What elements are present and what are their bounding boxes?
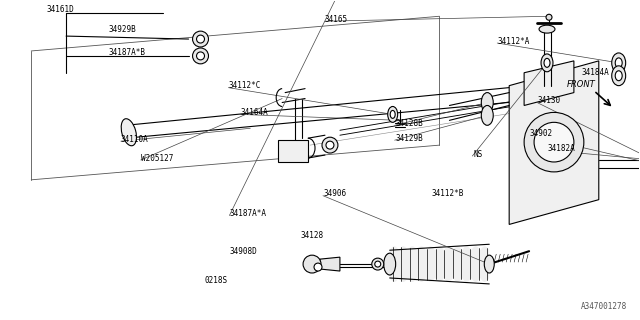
Ellipse shape bbox=[384, 253, 396, 275]
Circle shape bbox=[322, 137, 338, 153]
Polygon shape bbox=[524, 61, 574, 106]
Text: 34112*A: 34112*A bbox=[497, 36, 530, 45]
Polygon shape bbox=[320, 257, 340, 271]
Circle shape bbox=[193, 31, 209, 47]
Text: 34908D: 34908D bbox=[229, 247, 257, 256]
Text: 34128B: 34128B bbox=[396, 119, 424, 128]
Ellipse shape bbox=[612, 53, 626, 73]
Text: 34165: 34165 bbox=[325, 15, 348, 24]
Ellipse shape bbox=[388, 107, 397, 122]
Ellipse shape bbox=[390, 110, 395, 118]
Ellipse shape bbox=[121, 119, 136, 146]
Text: 34129B: 34129B bbox=[396, 134, 424, 143]
Text: 34112*C: 34112*C bbox=[228, 81, 260, 90]
Circle shape bbox=[193, 48, 209, 64]
Ellipse shape bbox=[612, 66, 626, 86]
Text: 0218S: 0218S bbox=[205, 276, 228, 285]
Text: 34161D: 34161D bbox=[46, 5, 74, 14]
Circle shape bbox=[375, 261, 381, 267]
Text: W205127: W205127 bbox=[141, 154, 173, 163]
Polygon shape bbox=[509, 61, 599, 224]
Ellipse shape bbox=[481, 106, 493, 125]
Text: 34184A: 34184A bbox=[582, 68, 610, 77]
Bar bbox=[278, 140, 308, 162]
Text: 34182A: 34182A bbox=[547, 144, 575, 153]
Circle shape bbox=[314, 263, 322, 271]
Text: NS: NS bbox=[474, 149, 483, 158]
Text: 34902: 34902 bbox=[529, 129, 552, 138]
Ellipse shape bbox=[541, 54, 553, 72]
Ellipse shape bbox=[481, 92, 493, 112]
Circle shape bbox=[546, 14, 552, 20]
Text: 34164A: 34164A bbox=[241, 108, 268, 117]
Ellipse shape bbox=[524, 112, 584, 172]
Text: 34130: 34130 bbox=[537, 96, 560, 105]
Circle shape bbox=[196, 35, 205, 43]
Ellipse shape bbox=[484, 255, 494, 273]
Text: 34187A*A: 34187A*A bbox=[229, 209, 266, 218]
Ellipse shape bbox=[615, 58, 622, 68]
Circle shape bbox=[303, 255, 321, 273]
Circle shape bbox=[372, 258, 384, 270]
Text: A347001278: A347001278 bbox=[580, 302, 627, 311]
Text: 34929B: 34929B bbox=[109, 25, 137, 34]
Circle shape bbox=[326, 141, 334, 149]
Text: 34906: 34906 bbox=[324, 189, 347, 198]
Text: 34128: 34128 bbox=[300, 231, 323, 240]
Ellipse shape bbox=[539, 25, 555, 33]
Text: 34110A: 34110A bbox=[121, 135, 148, 144]
Ellipse shape bbox=[534, 122, 574, 162]
Ellipse shape bbox=[615, 71, 622, 81]
Text: 34112*B: 34112*B bbox=[431, 189, 464, 198]
Text: FRONT: FRONT bbox=[567, 80, 596, 89]
Ellipse shape bbox=[544, 58, 550, 67]
Text: 34187A*B: 34187A*B bbox=[109, 48, 146, 57]
Circle shape bbox=[196, 52, 205, 60]
